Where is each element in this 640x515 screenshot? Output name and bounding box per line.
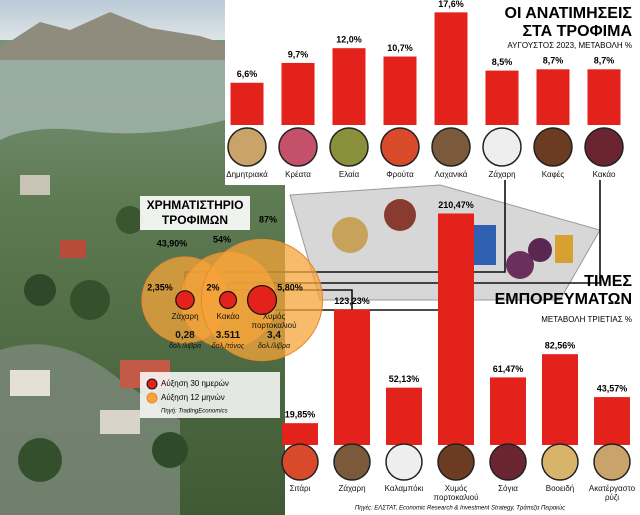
item-unit: δολ./λίβρα (257, 343, 291, 350)
item-unit: δολ./τόνος (211, 343, 245, 350)
month-label: 5,80% (277, 282, 303, 292)
value-label: 210,47% (438, 200, 474, 210)
month-bubble (218, 290, 238, 310)
product-icon (489, 443, 527, 481)
product-icon (541, 443, 579, 481)
item-name: Χυμός πορτοκαλιού (251, 312, 297, 330)
category-label: Δημητριακά (226, 170, 268, 179)
product-icon (278, 127, 318, 167)
bar (434, 12, 468, 125)
category-label: Φρούτα (386, 170, 414, 179)
category-label: Καφές (541, 170, 565, 179)
value-label: 123,23% (334, 296, 370, 306)
exchange-source: Πηγή: TradingEconomics (161, 408, 228, 415)
value-label: 17,6% (438, 0, 464, 9)
month-bubble (246, 284, 278, 316)
month-label: 2% (206, 282, 219, 292)
value-label: 61,47% (493, 364, 524, 374)
year-label: 87% (259, 214, 277, 224)
product-icon (533, 127, 573, 167)
chart-title: ΣΤΑ ΤΡΟΦΙΜΑ (522, 23, 632, 40)
item-price: 3.511 (215, 330, 241, 341)
product-icon (431, 127, 471, 167)
category-label: Σόγια (498, 484, 518, 493)
legend-swatch (146, 392, 158, 404)
bar (485, 70, 519, 125)
month-label: 2,35% (147, 282, 173, 292)
bar (438, 213, 474, 445)
bar (230, 82, 264, 125)
item-unit: δολ./λίβρα (168, 343, 202, 350)
category-label: Ακατέργαστο ρύζι (588, 484, 636, 502)
exchange-title-bg (140, 196, 250, 230)
source: Πηγές: ΕΛΣΤΑΤ, Economic Research & Inves… (355, 505, 565, 512)
value-label: 9,7% (288, 49, 309, 59)
value-label: 12,0% (336, 35, 362, 45)
year-label: 43,90% (157, 238, 188, 248)
bar (282, 423, 318, 445)
value-label: 43,57% (597, 383, 628, 393)
product-icon (329, 127, 369, 167)
product-icon (281, 443, 319, 481)
bar (536, 69, 570, 125)
month-bubble (175, 290, 195, 310)
bar (587, 69, 621, 125)
item-price: 0,28 (175, 330, 195, 341)
value-label: 19,85% (285, 410, 316, 420)
value-label: 8,7% (543, 56, 564, 66)
bar (281, 62, 315, 125)
bar (383, 56, 417, 125)
value-label: 6,6% (237, 69, 258, 79)
bar (386, 387, 422, 445)
value-label: 8,7% (594, 56, 615, 66)
chart-title: ΕΜΠΟΡΕΥΜΑΤΩΝ (495, 291, 632, 308)
legend-label: Αύξηση 12 μηνών (161, 393, 225, 402)
category-label: Βοοειδή (545, 484, 575, 493)
legend-label: Αύξηση 30 ημερών (161, 379, 229, 388)
product-icon (482, 127, 522, 167)
value-label: 10,7% (387, 43, 413, 53)
item-name: Ζάχαρη (171, 312, 199, 321)
product-icon (227, 127, 267, 167)
chart-title: ΤΙΜΕΣ (584, 273, 632, 290)
product-icon (593, 443, 631, 481)
category-label: Σιτάρι (289, 484, 311, 493)
item-price: 3,4 (267, 330, 281, 341)
category-label: Χυμός πορτοκαλιού (433, 484, 479, 502)
category-label: Κρέατα (285, 170, 311, 179)
exchange-title: ΧΡΗΜΑΤΙΣΤΗΡΙΟ (147, 198, 244, 212)
bar (594, 397, 630, 445)
exchange-title: ΤΡΟΦΙΜΩΝ (162, 213, 228, 227)
category-label: Κακάο (592, 170, 616, 179)
category-label: Ελαία (338, 170, 360, 179)
bar (332, 48, 366, 126)
legend-swatch (146, 378, 158, 390)
product-icon (333, 443, 371, 481)
bar (334, 309, 370, 445)
year-label: 54% (213, 234, 231, 244)
category-label: Ζάχαρη (488, 170, 516, 179)
category-label: Ζάχαρη (338, 484, 366, 493)
product-icon (437, 443, 475, 481)
chart-subtitle: ΑΥΓΟΥΣΤΟΣ 2023, ΜΕΤΑΒΟΛΗ % (507, 41, 632, 50)
bar (490, 377, 526, 445)
product-icon (385, 443, 423, 481)
category-label: Καλαμπόκι (384, 484, 424, 493)
legend-bg (140, 372, 280, 418)
chart-subtitle: ΜΕΤΑΒΟΛΗ ΤΡΙΕΤΙΑΣ % (541, 315, 632, 324)
product-icon (584, 127, 624, 167)
bar (542, 354, 578, 445)
chart-title: ΟΙ ΑΝΑΤΙΜΗΣΕΙΣ (505, 5, 633, 22)
value-label: 8,5% (492, 57, 513, 67)
value-label: 52,13% (389, 374, 420, 384)
item-name: Κακάο (216, 312, 240, 321)
category-label: Λαχανικά (434, 170, 468, 179)
value-label: 82,56% (545, 341, 576, 351)
product-icon (380, 127, 420, 167)
